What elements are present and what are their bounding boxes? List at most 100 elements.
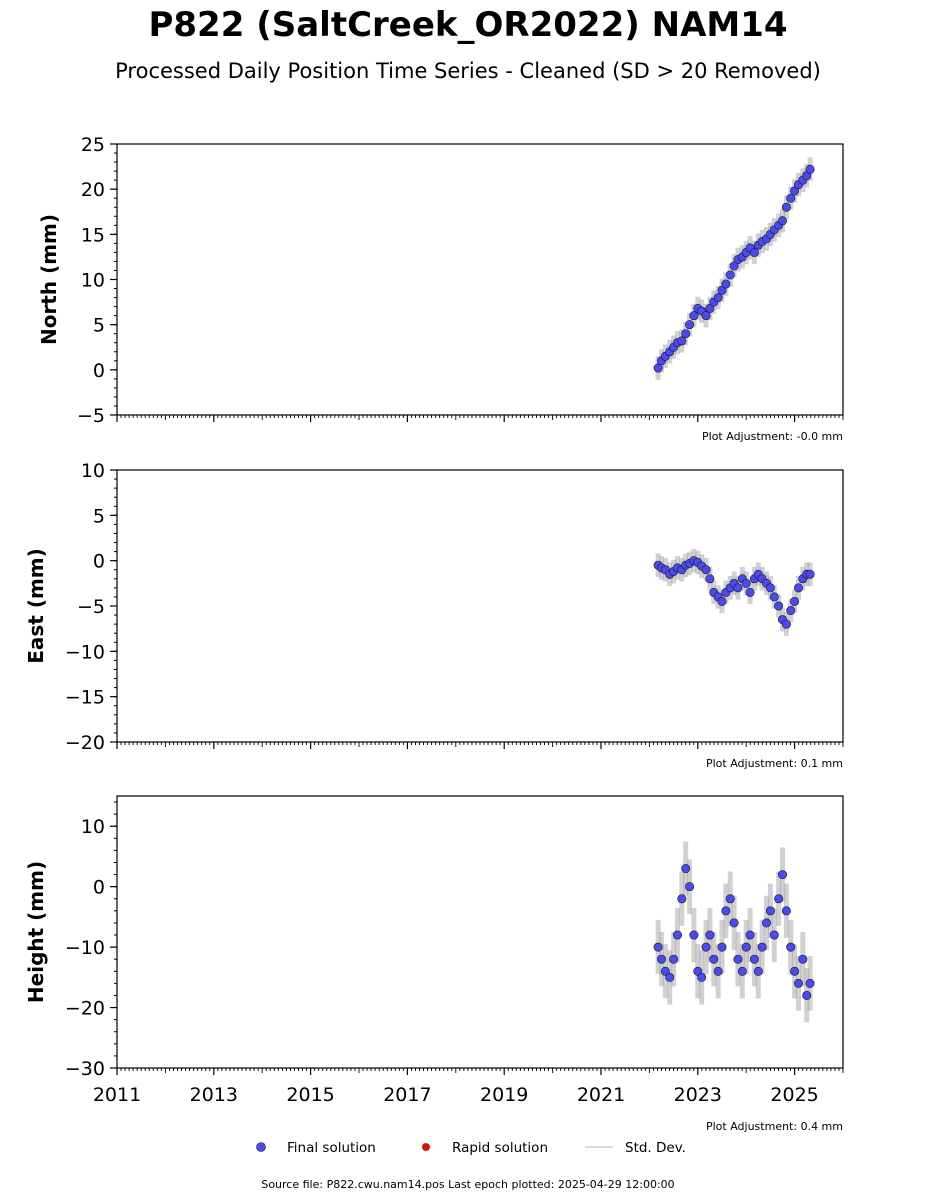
data-point bbox=[786, 942, 796, 952]
y-tick-label: −20 bbox=[65, 732, 105, 754]
source-line: Source file: P822.cwu.nam14.pos Last epo… bbox=[261, 1178, 674, 1191]
data-point bbox=[689, 930, 699, 940]
data-layer bbox=[653, 841, 815, 1023]
y-tick-label: −15 bbox=[65, 687, 105, 709]
data-point bbox=[677, 894, 687, 904]
data-point bbox=[741, 578, 751, 588]
data-point bbox=[725, 894, 735, 904]
data-point bbox=[709, 954, 719, 964]
data-point bbox=[656, 954, 666, 964]
data-point bbox=[765, 583, 775, 593]
data-point bbox=[781, 619, 791, 629]
panel-0: −5 0 5 10 15 20 25 North (mm) Plot Adjustment: -… bbox=[37, 134, 844, 443]
data-point bbox=[786, 606, 796, 616]
data-point bbox=[729, 918, 739, 928]
legend-final-label: Final solution bbox=[287, 1140, 376, 1156]
data-point bbox=[749, 247, 759, 257]
y-axis-label: East (mm) bbox=[24, 548, 48, 664]
data-point bbox=[733, 954, 743, 964]
data-point bbox=[781, 906, 791, 916]
data-layer bbox=[653, 157, 815, 380]
data-point bbox=[717, 942, 727, 952]
y-axis-label: Height (mm) bbox=[24, 861, 48, 1003]
x-tick-label: 2025 bbox=[770, 1084, 818, 1106]
data-point bbox=[793, 978, 803, 988]
y-tick-label: 10 bbox=[81, 816, 105, 838]
x-tick-label: 2011 bbox=[93, 1084, 141, 1106]
data-point bbox=[777, 870, 787, 880]
x-tick-label: 2017 bbox=[383, 1084, 431, 1106]
data-point bbox=[793, 583, 803, 593]
plot-adjustment-label: Plot Adjustment: 0.4 mm bbox=[706, 1120, 843, 1133]
x-tick-label: 2019 bbox=[480, 1084, 528, 1106]
data-point bbox=[685, 320, 695, 330]
data-point bbox=[749, 954, 759, 964]
y-tick-label: 5 bbox=[93, 315, 105, 337]
data-point bbox=[713, 966, 723, 976]
y-axis-label: North (mm) bbox=[37, 214, 61, 345]
y-tick-label: −20 bbox=[65, 998, 105, 1020]
data-point bbox=[805, 569, 815, 579]
panel-2: −30 −20 −10 0 10 2011 2013 2015 2017 2019 2021 2023… bbox=[24, 795, 844, 1133]
x-tick-label: 2021 bbox=[577, 1084, 625, 1106]
data-point bbox=[798, 954, 808, 964]
data-point bbox=[653, 942, 663, 952]
data-point bbox=[786, 193, 796, 203]
data-point bbox=[781, 202, 791, 212]
y-tick-label: −30 bbox=[65, 1058, 105, 1080]
data-point bbox=[741, 942, 751, 952]
y-tick-label: 0 bbox=[93, 877, 105, 899]
data-point bbox=[681, 329, 691, 339]
data-point bbox=[805, 978, 815, 988]
y-tick-label: −5 bbox=[77, 596, 105, 618]
data-point bbox=[769, 930, 779, 940]
x-tick-label: 2023 bbox=[674, 1084, 722, 1106]
y-tick-label: 5 bbox=[93, 505, 105, 527]
legend-final-marker bbox=[256, 1142, 266, 1152]
y-tick-label: −10 bbox=[65, 937, 105, 959]
y-tick-label: 20 bbox=[81, 179, 105, 201]
data-point bbox=[689, 311, 699, 321]
data-point bbox=[790, 966, 800, 976]
data-point bbox=[733, 583, 743, 593]
data-point bbox=[725, 270, 735, 280]
data-point bbox=[705, 574, 715, 584]
data-point bbox=[737, 966, 747, 976]
data-point bbox=[669, 954, 679, 964]
y-tick-label: −10 bbox=[65, 641, 105, 663]
legend-rapid-marker bbox=[422, 1143, 430, 1151]
legend-std-label: Std. Dev. bbox=[625, 1140, 686, 1156]
data-point bbox=[681, 864, 691, 874]
y-tick-label: −5 bbox=[77, 405, 105, 427]
data-point bbox=[774, 601, 784, 611]
data-point bbox=[762, 918, 772, 928]
data-point bbox=[765, 906, 775, 916]
y-tick-label: 10 bbox=[81, 270, 105, 292]
y-tick-label: 0 bbox=[93, 360, 105, 382]
data-point bbox=[717, 596, 727, 606]
data-point bbox=[777, 216, 787, 226]
data-point bbox=[757, 942, 767, 952]
y-tick-label: 15 bbox=[81, 224, 105, 246]
plot-adjustment-label: Plot Adjustment: -0.0 mm bbox=[702, 430, 843, 443]
plot-adjustment-label: Plot Adjustment: 0.1 mm bbox=[706, 757, 843, 770]
y-tick-label: 0 bbox=[93, 551, 105, 573]
data-point bbox=[802, 990, 812, 1000]
chart-title: P822 (SaltCreek_OR2022) NAM14 bbox=[148, 5, 787, 45]
data-point bbox=[745, 930, 755, 940]
y-tick-label: 10 bbox=[81, 460, 105, 482]
x-tick-label: 2013 bbox=[190, 1084, 238, 1106]
data-point bbox=[721, 279, 731, 289]
data-point bbox=[713, 293, 723, 303]
data-point bbox=[745, 587, 755, 597]
x-tick-label: 2015 bbox=[286, 1084, 334, 1106]
data-point bbox=[774, 894, 784, 904]
data-point bbox=[697, 972, 707, 982]
data-point bbox=[665, 972, 675, 982]
data-point bbox=[753, 966, 763, 976]
y-tick-label: 25 bbox=[81, 134, 105, 156]
chart-subtitle: Processed Daily Position Time Series - C… bbox=[115, 59, 821, 83]
data-point bbox=[701, 942, 711, 952]
